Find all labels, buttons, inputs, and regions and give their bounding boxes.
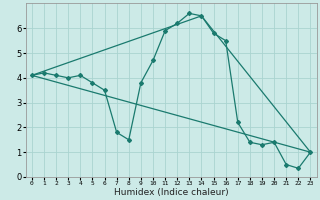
X-axis label: Humidex (Indice chaleur): Humidex (Indice chaleur) [114, 188, 228, 197]
